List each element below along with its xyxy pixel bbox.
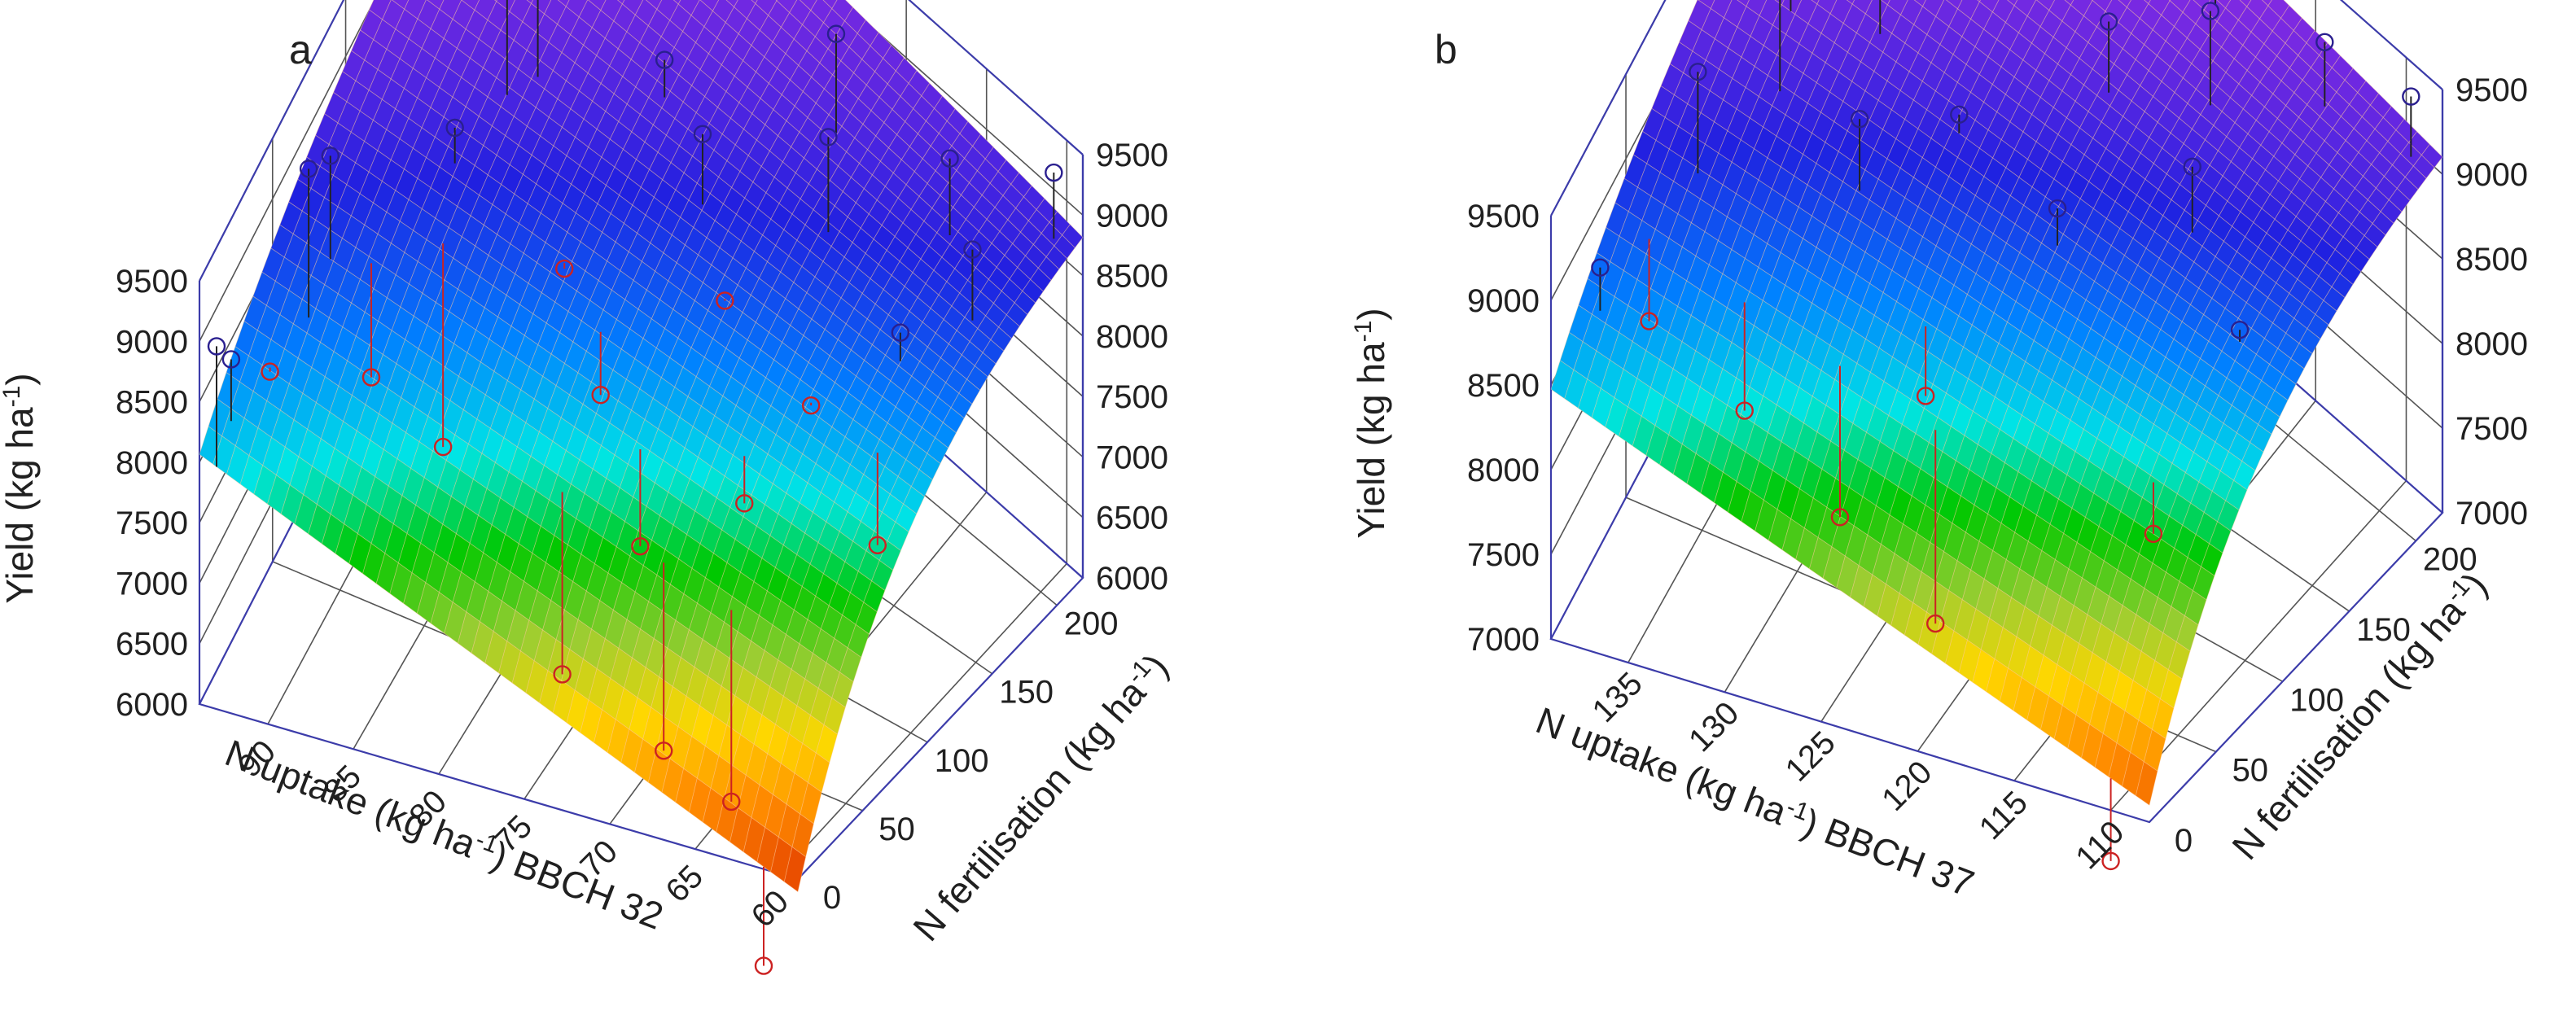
surface-patch [751,0,758,5]
z-tick-label-right: 9000 [1096,198,1168,234]
surface-patch [677,0,700,16]
z-tick-label-right: 8500 [2456,242,2528,278]
surface-patch [1054,234,1076,260]
surface-patch [918,453,941,481]
grid-line-z [199,0,1084,342]
surface-patch [404,0,427,20]
surface-patch [699,0,720,12]
z-tick-label-right: 7000 [1096,440,1168,475]
panel-a: 6000 6000 6500 6500 7000 7000 7500 7500 8000 8000… [0,0,1176,975]
z-tick-label-left: 9000 [116,324,188,360]
surface-patch [672,0,681,5]
x-tick-label: 120 [1875,755,1939,818]
surface-patch [871,559,894,592]
surface-patch [855,602,878,635]
y-tick-label: 0 [823,880,841,916]
surface-patch [496,0,515,12]
y-tick-label: 100 [935,743,989,779]
panel-b-letter: b [1435,27,1457,72]
surface-patch [526,0,534,4]
surface-patch [557,0,570,7]
z-tick-label-right: 6000 [1096,561,1168,597]
x-tick-label: 115 [1973,785,2035,847]
y-tick-label: 50 [2232,753,2269,789]
x-tick-label: 60 [745,883,796,934]
z-tick-label-left: 8000 [1467,453,1540,488]
panel-a-zlabel: Yield (kg ha-1) [0,373,41,603]
z-tick-label-left: 6500 [116,627,188,663]
surface-patch [616,0,625,5]
z-tick-label-left: 7500 [1467,537,1540,573]
grid-line-x-floor [780,562,1067,875]
panel-b: 7000 7000 7500 7500 8000 8000 8500 8500 9000 9000… [1350,0,2528,905]
z-tick-label-right: 8000 [1096,319,1168,355]
panel-a-letter: a [289,27,312,72]
z-tick-label-left: 9500 [1467,199,1540,234]
z-tick-label-right: 8000 [2456,326,2528,362]
z-tick-label-left: 9000 [1467,283,1540,319]
y-tick-label: 50 [878,812,915,847]
z-tick-label-left: 7000 [116,566,188,602]
surface-patch [775,0,778,2]
y-tick-label: 150 [999,675,1054,711]
x-tick-label: 125 [1779,724,1842,788]
panel-b-ylabel: N fertilisation (kg ha-1) [2223,564,2495,868]
z-tick-label-right: 6500 [1096,501,1168,536]
box-top-outline [199,0,1084,282]
panel-b-zlabel: Yield (kg ha-1) [1350,308,1392,538]
z-tick-label-right: 7500 [2456,411,2528,447]
z-tick-label-right: 8500 [1096,259,1168,295]
z-tick-label-right: 9500 [1096,138,1168,173]
z-tick-label-left: 9500 [116,264,188,300]
x-tick-label: 110 [2069,814,2131,876]
panel-a-xlabel: N uptake (kg ha-1) BBCH 32 [220,731,669,937]
z-tick-label-left: 8500 [1467,368,1540,404]
surface-patch [493,0,497,2]
z-tick-label-right: 7500 [1096,379,1168,415]
surface-patch [1005,302,1028,327]
z-tick-label-left: 7500 [116,505,188,541]
z-tick-label-right: 7000 [2456,496,2528,532]
z-tick-label-left: 8000 [116,445,188,481]
z-tick-label-right: 9500 [2456,72,2528,108]
y-tick-label: 200 [1064,606,1119,642]
y-tick-label: 0 [2175,823,2193,859]
z-tick-label-right: 9000 [2456,157,2528,193]
surface-patch [1037,256,1060,282]
surface-patch [565,0,589,18]
z-tick-label-left: 8500 [116,385,188,421]
x-tick-label: 130 [1682,695,1746,759]
surface-patch [530,0,552,15]
surface-patch [1022,278,1044,304]
surface-patch [427,0,445,10]
z-tick-label-left: 7000 [1467,622,1540,658]
z-tick-label-left: 6000 [116,687,188,723]
